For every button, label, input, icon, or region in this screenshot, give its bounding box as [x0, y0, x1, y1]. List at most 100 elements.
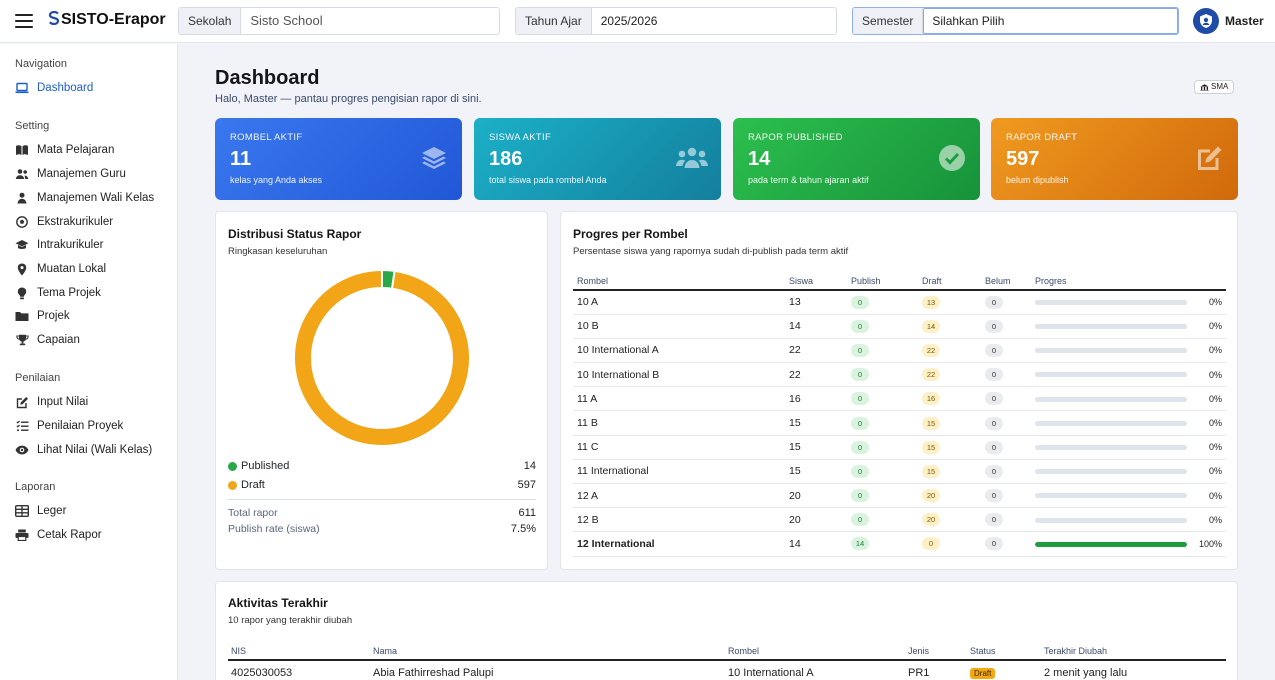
activity-title: Aktivitas Terakhir: [228, 596, 328, 610]
col-terakhir-diubah[interactable]: Terakhir Diubah: [1041, 642, 1226, 661]
publish-pill: 0: [851, 343, 869, 357]
belum-pill: 0: [985, 295, 1003, 309]
cell-pct: 0%: [1191, 386, 1226, 412]
cell-progress: [1031, 483, 1191, 509]
table-row[interactable]: 12 A 20 0 20 0 0%: [573, 483, 1226, 509]
col-status[interactable]: Status: [967, 642, 1041, 661]
cell-pct: 0%: [1191, 459, 1226, 485]
col-rombel[interactable]: Rombel: [725, 642, 905, 661]
sidebar-item-projek[interactable]: Projek: [15, 306, 170, 326]
sidebar-item-label: Input Nilai: [37, 396, 89, 408]
col-nis[interactable]: NIS: [228, 642, 370, 661]
cell-rombel: 10 International A: [573, 338, 785, 364]
menu-icon[interactable]: [15, 14, 33, 28]
cell-progress: [1031, 290, 1191, 315]
table-row[interactable]: 12 International 14 14 0 0 100%: [573, 531, 1226, 557]
users-icon: [676, 147, 708, 168]
sidebar-item-manajemen-wali-kelas[interactable]: Manajemen Wali Kelas: [15, 188, 170, 208]
draft-pill: 13: [922, 295, 940, 309]
cell-draft: 13: [918, 290, 981, 315]
cell-text: 15: [789, 441, 801, 454]
sidebar-item-cetak-rapor[interactable]: Cetak Rapor: [15, 525, 170, 545]
table-row[interactable]: 11 International 15 0 15 0 0%: [573, 459, 1226, 485]
sidebar: [0, 44, 178, 680]
cell-pct: 0%: [1191, 338, 1226, 364]
legend-draft: Draft 597: [228, 479, 536, 491]
table-row[interactable]: 11 C 15 0 15 0 0%: [573, 435, 1226, 460]
graduation-cap-icon: [15, 238, 29, 252]
stat-card-siswa: SISWA AKTIF 186 total siswa pada rombel …: [474, 118, 721, 200]
cell-publish: 0: [847, 290, 918, 315]
school-icon: [1200, 83, 1209, 91]
col-jenis[interactable]: Jenis: [905, 642, 967, 661]
cell-publish: 0: [847, 483, 918, 509]
col-draft[interactable]: Draft: [918, 272, 981, 291]
col-belum[interactable]: Belum: [981, 272, 1031, 291]
school-value[interactable]: Sisto School: [250, 13, 323, 28]
table-row[interactable]: 10 International B 22 0 22 0 0%: [573, 362, 1226, 388]
legend-dot-draft: [228, 480, 237, 490]
sidebar-item-intrakurikuler[interactable]: Intrakurikuler: [15, 235, 170, 255]
avatar[interactable]: [1193, 8, 1219, 34]
cell-pct: 100%: [1191, 531, 1226, 557]
sidebar-item-label: Dashboard: [37, 82, 94, 94]
sidebar-item-manajemen-guru[interactable]: Manajemen Guru: [15, 164, 170, 184]
sidebar-item-ekstrakurikuler[interactable]: Ekstrakurikuler: [15, 212, 170, 232]
semester-value[interactable]: Silahkan Pilih: [923, 8, 1178, 34]
col-publish[interactable]: Publish: [847, 272, 918, 291]
year-select[interactable]: Tahun Ajar 2025/2026: [515, 7, 837, 35]
cell-belum: 0: [981, 531, 1031, 557]
table-row[interactable]: 11 B 15 0 15 0 0%: [573, 410, 1226, 436]
sidebar-item-tema-projek[interactable]: Tema Projek: [15, 283, 170, 303]
sidebar-item-leger[interactable]: Leger: [15, 501, 170, 521]
col-siswa[interactable]: Siswa: [785, 272, 847, 291]
donut-slice-draft[interactable]: [293, 268, 471, 447]
progress-bar: [1035, 420, 1187, 426]
publish-rate-row: Publish rate (siswa) 7.5%: [228, 523, 536, 535]
progress-table: Rombel Siswa Publish Draft Belum Progres…: [573, 272, 1226, 557]
cell-progress: [1031, 314, 1191, 339]
col-nama[interactable]: Nama: [370, 642, 725, 661]
publish-pill: 0: [851, 513, 869, 527]
cell-progress: [1031, 386, 1191, 412]
publish-pill: 14: [851, 537, 869, 551]
sidebar-item-input-nilai[interactable]: Input Nilai: [15, 392, 170, 412]
sidebar-item-lihat-nilai[interactable]: Lihat Nilai (Wali Kelas): [15, 440, 170, 460]
col-rombel[interactable]: Rombel: [573, 272, 785, 291]
sidebar-item-penilaian-proyek[interactable]: Penilaian Proyek: [15, 416, 170, 436]
sidebar-item-muatan-lokal[interactable]: Muatan Lokal: [15, 259, 170, 279]
lightbulb-icon: [15, 286, 29, 300]
cell-progress: [1031, 507, 1191, 533]
table-row[interactable]: 4025030053 Abia Fathirreshad Palupi 10 I…: [228, 660, 1226, 680]
stat-sub: total siswa pada rombel Anda: [489, 175, 607, 185]
top-bar: SISTO-Erapor Sekolah Sisto School Tahun …: [0, 0, 1275, 43]
col-progres[interactable]: Progres: [1031, 272, 1191, 291]
cell-text: 10 International B: [577, 368, 660, 381]
sidebar-item-dashboard[interactable]: Dashboard: [15, 78, 170, 98]
cell-rombel: 11 B: [573, 410, 785, 436]
school-select[interactable]: Sekolah Sisto School: [178, 7, 500, 35]
semester-select[interactable]: Semester Silahkan Pilih: [852, 7, 1179, 35]
table-row[interactable]: 10 International A 22 0 22 0 0%: [573, 338, 1226, 364]
table-row[interactable]: 10 B 14 0 14 0 0%: [573, 314, 1226, 339]
legend-value: 14: [523, 460, 536, 472]
draft-pill: 14: [922, 319, 940, 333]
sidebar-item-mata-pelajaran[interactable]: Mata Pelajaran: [15, 140, 170, 160]
progress-bar: [1035, 493, 1187, 499]
cell-nama: Abia Fathirreshad Palupi: [373, 666, 494, 679]
cell-pct: 0%: [1191, 507, 1226, 533]
cell-text: 10 A: [577, 296, 599, 309]
cell-publish: 0: [847, 410, 918, 436]
cell-belum: 0: [981, 507, 1031, 533]
sidebar-item-label: Manajemen Wali Kelas: [37, 192, 155, 204]
user-name[interactable]: Master: [1225, 14, 1264, 28]
brand-logo[interactable]: SISTO-Erapor: [48, 11, 166, 29]
sidebar-section-laporan: Laporan: [15, 481, 56, 493]
sidebar-item-capaian[interactable]: Capaian: [15, 330, 170, 350]
cell-siswa: 15: [785, 459, 847, 485]
year-value[interactable]: 2025/2026: [600, 14, 658, 28]
cell-siswa: 20: [785, 483, 847, 509]
table-row[interactable]: 12 B 20 0 20 0 0%: [573, 507, 1226, 533]
table-row[interactable]: 11 A 16 0 16 0 0%: [573, 386, 1226, 412]
table-row[interactable]: 10 A 13 0 13 0 0%: [573, 290, 1226, 315]
